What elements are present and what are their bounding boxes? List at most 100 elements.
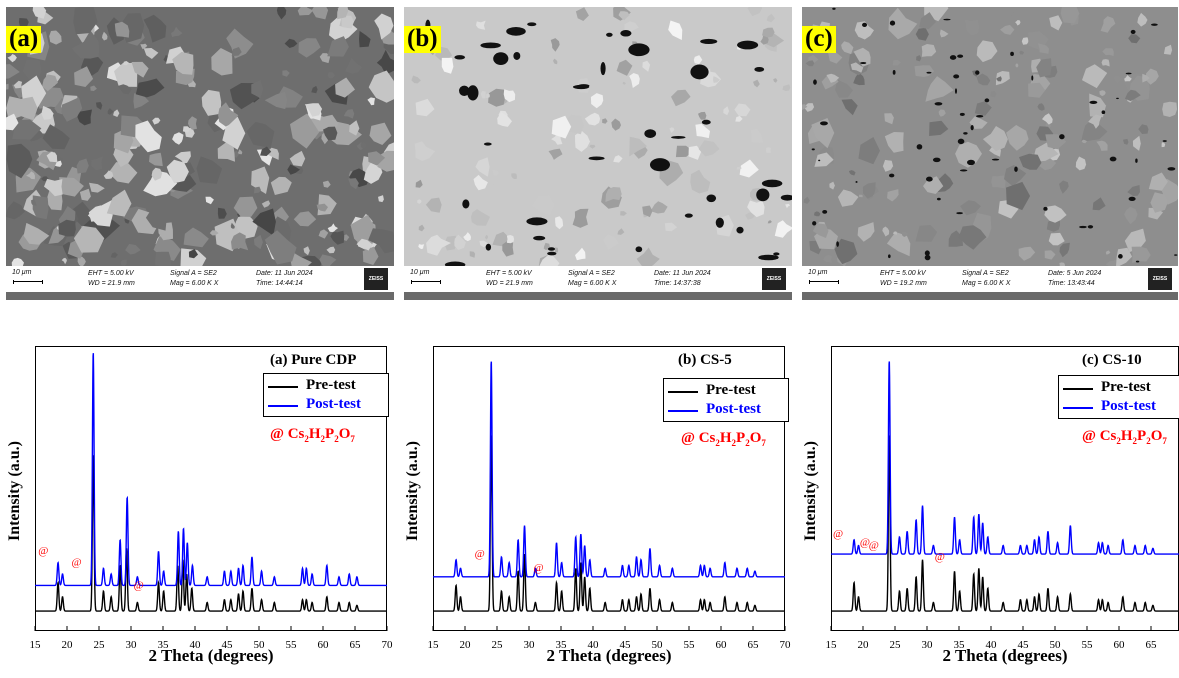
x-tick-label: 50 (253, 639, 265, 651)
phase-marker: @ (475, 548, 485, 560)
x-tick-label: 55 (683, 639, 695, 651)
phase-marker: @ (134, 579, 144, 591)
legend: Pre-test Post-test (263, 373, 389, 417)
eht-label: EHT = 5.00 kV (88, 270, 134, 277)
x-tick-label: 25 (889, 639, 901, 651)
legend-line-post (268, 405, 298, 407)
x-tick-label: 45 (619, 639, 631, 651)
x-tick-label: 50 (651, 639, 663, 651)
x-tick-label: 55 (285, 639, 297, 651)
zeiss-logo-icon: ZEISS (762, 268, 786, 290)
sem-micrograph-c (802, 7, 1178, 270)
plot-title: (c) CS-10 (1082, 352, 1142, 368)
x-tick-label: 20 (459, 639, 471, 651)
xrd-curves: @@@@ (830, 361, 1179, 631)
legend-line-post (1063, 407, 1093, 409)
sem-panel-b: (b) 10 μm EHT = 5.00 kV WD = 21.9 mm Sig… (404, 7, 792, 300)
wd-label: WD = 21.9 mm (486, 280, 533, 287)
x-tick-label: 35 (555, 639, 567, 651)
scale-bar (13, 280, 43, 284)
x-tick-label: 15 (825, 639, 837, 651)
phase-marker: @ (860, 537, 870, 549)
zeiss-logo-icon: ZEISS (364, 268, 388, 290)
phase-marker: @ (869, 539, 879, 551)
plot-frame (35, 346, 387, 631)
mag-label: Mag = 6.00 K X (568, 280, 617, 287)
phase-marker: @ (72, 556, 82, 568)
mag-label: Mag = 6.00 K X (170, 280, 219, 287)
series-pre-test (35, 455, 387, 612)
phase-marker: @ (534, 562, 544, 574)
legend-pre-test: Pre-test (268, 377, 388, 395)
time-label: Time: 14:44:14 (256, 280, 303, 287)
panel-label: (a) (6, 26, 42, 53)
x-tick-label: 30 (523, 639, 535, 651)
xrd-plot-b: @ @ Intensity (a.u.) 2 Theta (degrees) 15… (398, 344, 791, 678)
series-post-test (35, 353, 387, 587)
x-axis-label: 2 Theta (degrees) (942, 646, 1068, 665)
x-tick-label: 15 (427, 639, 439, 651)
x-tick-label: 15 (29, 639, 41, 651)
legend-line-pre (668, 391, 698, 393)
sem-data-bar: 10 μm EHT = 5.00 kV WD = 19.2 mm Signal … (802, 266, 1178, 292)
scale-bar (809, 280, 839, 284)
x-tick-label: 25 (93, 639, 105, 651)
xrd-plot-a: @ @ @ Intensity (a.u.) 2 Theta (degrees) 1… (0, 344, 393, 678)
sem-data-bar: 10 μm EHT = 5.00 kV WD = 21.9 mm Signal … (404, 266, 792, 292)
legend-line-post (668, 410, 698, 412)
xrd-curves: @ @ @ (34, 353, 388, 631)
plot-title: (a) Pure CDP (270, 352, 357, 368)
series-pre-test (433, 435, 785, 612)
x-tick-label: 20 (857, 639, 869, 651)
legend-line-pre (268, 386, 298, 388)
eht-label: EHT = 5.00 kV (486, 270, 532, 277)
x-tick-label: 30 (921, 639, 933, 651)
legend: Pre-test Post-test (663, 378, 789, 422)
phase-marker: @ (833, 528, 843, 540)
plot-title: (b) CS-5 (678, 352, 732, 368)
x-tick-label: 40 (587, 639, 599, 651)
series-pre-test (831, 435, 1179, 612)
plot-frame (433, 346, 785, 631)
date-label: Date: 11 Jun 2024 (654, 270, 711, 277)
wd-label: WD = 19.2 mm (880, 280, 927, 287)
legend: Pre-test Post-test (1058, 375, 1179, 419)
date-label: Date: 5 Jun 2024 (1048, 270, 1102, 277)
date-label: Date: 11 Jun 2024 (256, 270, 313, 277)
sem-data-bar: 10 μm EHT = 5.00 kV WD = 21.9 mm Signal … (6, 266, 394, 292)
x-tick-label: 40 (189, 639, 201, 651)
x-tick-label: 65 (349, 639, 361, 651)
scale-label: 10 μm (410, 269, 430, 276)
image-strip (802, 292, 1178, 300)
phase-marker: @ (935, 551, 945, 563)
signal-label: Signal A = SE2 (962, 270, 1009, 277)
xrd-plot-c: @ @ @ @ Intensity (a.u.) 2 Theta (degrees) … (796, 344, 1179, 678)
y-axis-label: Intensity (a.u.) (802, 441, 819, 542)
xrd-curves: @@ (432, 361, 786, 631)
x-tick-label: 55 (1081, 639, 1093, 651)
x-axis-label: 2 Theta (degrees) (546, 646, 672, 665)
x-tick-label: 7 (1173, 639, 1179, 651)
y-axis-label: Intensity (a.u.) (404, 441, 421, 542)
x-tick-label: 35 (953, 639, 965, 651)
sem-panel-a: (a) 10 μm EHT = 5.00 kV WD = 21.9 mm Sig… (6, 7, 394, 300)
x-tick-label: 50 (1049, 639, 1061, 651)
legend-post-test: Post-test (268, 396, 388, 414)
series-post-test (831, 361, 1179, 555)
x-tick-label: 35 (157, 639, 169, 651)
x-tick-label: 60 (317, 639, 329, 651)
x-tick-label: 60 (715, 639, 727, 651)
y-axis-label: Intensity (a.u.) (6, 441, 23, 542)
legend-pre-test: Pre-test (1063, 379, 1179, 397)
phase-label: @ Cs2H2P2O7 (681, 430, 766, 448)
zeiss-logo-icon: ZEISS (1148, 268, 1172, 290)
x-tick-label: 60 (1113, 639, 1125, 651)
scale-bar (411, 280, 441, 284)
sem-micrograph-a (6, 7, 394, 273)
image-strip (6, 292, 394, 300)
x-tick-label: 45 (221, 639, 233, 651)
x-tick-label: 30 (125, 639, 137, 651)
scale-label: 10 μm (808, 269, 828, 276)
image-strip (404, 292, 792, 300)
x-tick-label: 65 (1145, 639, 1157, 651)
